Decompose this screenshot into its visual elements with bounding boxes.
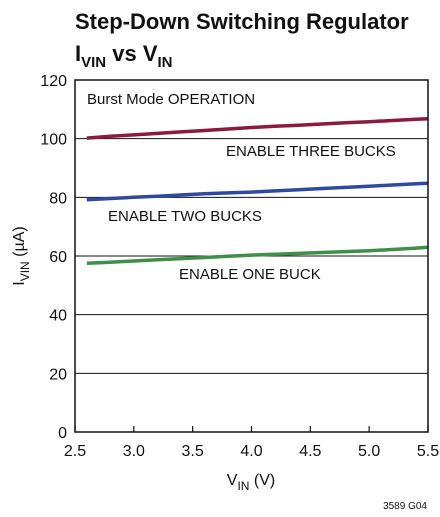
y-tick-labels: 0 20 40 60 80 100 120 bbox=[40, 73, 67, 442]
series-line-1 bbox=[86, 116, 429, 140]
annotation-three-bucks: ENABLE THREE BUCKS bbox=[226, 143, 396, 160]
series-line-2 bbox=[86, 181, 429, 202]
y-axis-label: IVIN (µA) bbox=[11, 226, 32, 285]
y-tick-label: 40 bbox=[49, 308, 67, 325]
y-tick-label: 100 bbox=[40, 132, 67, 149]
x-tick-labels: 2.5 3.0 3.5 4.0 4.5 5.0 5.5 bbox=[64, 443, 439, 460]
x-tick-label: 5.5 bbox=[417, 443, 439, 460]
annotation-burst-mode: Burst Mode OPERATION bbox=[87, 91, 255, 108]
annotation-two-bg bbox=[104, 205, 269, 225]
series-line-3 bbox=[86, 245, 429, 266]
x-tick-label: 5.0 bbox=[358, 443, 380, 460]
y-tick-label: 120 bbox=[40, 73, 67, 90]
x-tick-label: 4.0 bbox=[240, 443, 262, 460]
x-tick-label: 2.5 bbox=[64, 443, 86, 460]
x-axis-label: VIN (V) bbox=[227, 472, 275, 493]
figure-code: 3589 G04 bbox=[383, 501, 427, 512]
chart-subtitle: IVIN vs VIN bbox=[75, 41, 173, 71]
annotation-two-bucks: ENABLE TWO BUCKS bbox=[108, 208, 262, 225]
annotation-one-buck: ENABLE ONE BUCK bbox=[179, 266, 321, 283]
chart-title: Step-Down Switching Regulator bbox=[75, 9, 409, 34]
data-series bbox=[86, 116, 429, 266]
x-tick-label: 3.0 bbox=[123, 443, 145, 460]
annotation-three-bg bbox=[222, 140, 402, 160]
annotation-burst-bg bbox=[82, 88, 272, 108]
x-tick-label: 3.5 bbox=[182, 443, 204, 460]
x-tick-label: 4.5 bbox=[299, 443, 321, 460]
annotation-one-bg bbox=[175, 263, 325, 283]
y-tick-label: 20 bbox=[49, 366, 67, 383]
y-tick-label: 60 bbox=[49, 249, 67, 266]
y-tick-label: 0 bbox=[58, 425, 67, 442]
y-tick-label: 80 bbox=[49, 190, 67, 207]
plot-frame bbox=[74, 79, 429, 433]
